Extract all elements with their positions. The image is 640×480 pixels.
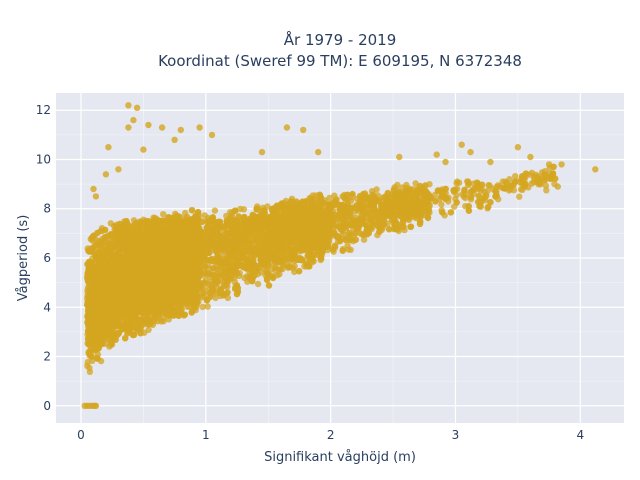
scatter-point <box>464 178 471 185</box>
scatter-point <box>199 303 206 311</box>
scatter-point <box>347 246 354 253</box>
scatter-point <box>204 303 211 310</box>
scatter-point <box>373 186 380 193</box>
data-points <box>81 102 599 409</box>
scatter-point <box>344 242 351 249</box>
scatter-point <box>237 205 244 213</box>
scatter-point <box>516 193 523 200</box>
scatter-point <box>542 182 550 189</box>
scatter-point <box>360 236 368 243</box>
scatter-point <box>211 207 219 214</box>
